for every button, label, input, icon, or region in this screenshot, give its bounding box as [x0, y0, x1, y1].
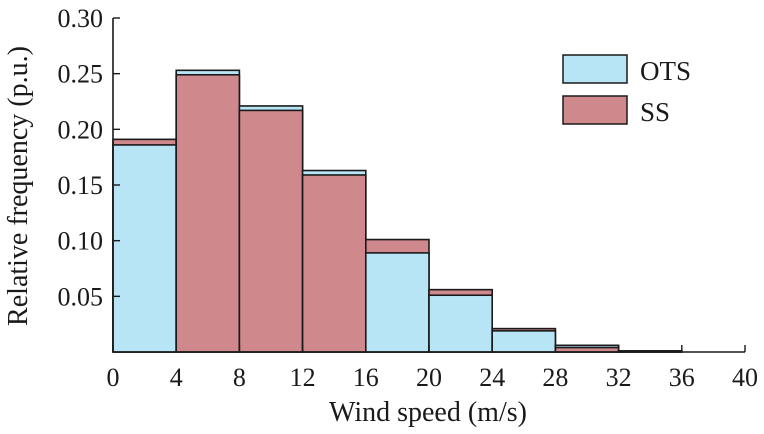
x-tick-label-9: 36	[669, 363, 695, 392]
y-tick-label-2: 0.15	[58, 171, 104, 200]
x-tick-label-10: 40	[732, 363, 758, 392]
bar-ss-bin-1	[175, 73, 241, 353]
bar-ots-bin-4	[364, 252, 430, 353]
x-tick-label-7: 28	[542, 363, 568, 392]
x-tick-label-5: 20	[416, 363, 442, 392]
x-axis-title: Wind speed (m/s)	[329, 397, 527, 428]
bar-ss-bin-3	[301, 174, 367, 353]
x-tick-label-1: 4	[170, 363, 183, 392]
bar-ots-bin-0	[112, 144, 178, 353]
x-tick-label-0: 0	[107, 363, 120, 392]
x-tick-label-2: 8	[233, 363, 246, 392]
y-tick-label-5: 0.30	[58, 4, 104, 33]
x-tick-label-6: 24	[479, 363, 505, 392]
bar-ss-bin-2	[238, 109, 304, 353]
y-tick-label-0: 0.05	[58, 282, 104, 311]
x-tick-label-4: 16	[353, 363, 379, 392]
x-tick-label-8: 32	[606, 363, 632, 392]
y-tick-label-3: 0.20	[58, 115, 104, 144]
y-tick-label-4: 0.25	[58, 60, 104, 89]
ticks-layer: 0 4 8 12 16 20 24 28 32 36 40 0.05 0.10 0.15 0.20 0.25 0…	[58, 4, 759, 392]
legend-label-ots: OTS	[640, 56, 691, 86]
y-axis-title: Relative frequency (p.u.)	[3, 46, 34, 326]
y-tick-label-1: 0.10	[58, 227, 104, 256]
legend-swatch-ss	[562, 95, 628, 125]
legend: OTS SS	[562, 54, 691, 127]
bar-ots-bin-5	[428, 294, 494, 353]
x-tick-label-3: 12	[290, 363, 316, 392]
bars-layer	[112, 69, 683, 353]
legend-swatch-ots	[562, 54, 628, 84]
legend-label-ss: SS	[640, 97, 670, 127]
bar-ots-bin-6	[491, 330, 557, 353]
